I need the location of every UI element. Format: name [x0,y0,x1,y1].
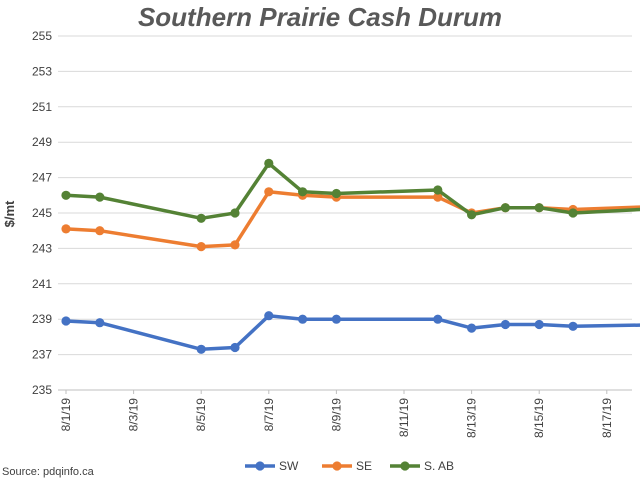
y-tick-label: 247 [32,171,52,185]
data-point [467,323,477,333]
data-point [568,321,578,331]
legend-label: SW [279,459,299,473]
data-point [95,318,105,328]
legend-item: SW [245,459,299,473]
data-point [298,187,308,197]
x-axis-ticks: 8/1/19 8/3/19 8/5/19 8/7/19 8/9/19 8/11/19 8/1… [59,390,614,438]
y-axis-label: $/mt [2,200,17,227]
data-point [264,158,274,168]
x-tick-label: 8/17/19 [600,398,614,438]
data-point [95,192,105,202]
y-tick-label: 255 [32,29,52,43]
data-point [534,203,544,213]
x-tick-label: 8/7/19 [262,398,276,432]
data-point [534,319,544,330]
source-note: Source: pdqinfo.ca [2,466,95,478]
data-point [196,242,206,252]
legend-item: S. AB [390,459,454,473]
legend-swatch-marker [332,461,342,471]
legend-swatch-marker [400,461,410,471]
y-tick-label: 239 [32,312,52,326]
series-se [61,187,640,252]
series-line [65,313,640,352]
y-tick-label: 237 [32,348,52,362]
y-tick-label: 245 [32,206,52,220]
legend-label: S. AB [424,459,454,473]
y-axis-ticks: 235 237 239 241 243 245 247 249 251 253 255 [32,29,52,397]
data-point [331,188,341,199]
data-point [196,213,206,223]
x-tick-label: 8/15/19 [532,398,546,438]
data-point [230,208,240,218]
data-point [433,185,443,195]
data-point [230,240,240,250]
data-point [264,311,274,321]
y-tick-label: 243 [32,241,52,255]
series-sw [61,311,640,354]
data-point [500,319,510,330]
data-point [95,226,105,236]
x-tick-label: 8/5/19 [194,398,208,432]
x-tick-label: 8/9/19 [329,398,343,432]
y-tick-label: 235 [32,383,52,397]
data-point [196,344,206,354]
legend: SW SE S. AB [245,459,454,473]
series-line [65,161,640,221]
data-point [298,314,308,324]
data-point [61,224,71,234]
y-tick-label: 241 [32,277,52,291]
data-point [568,208,578,218]
data-point [433,192,443,202]
data-point [500,203,510,213]
series-s-ab [61,158,640,223]
y-tick-label: 249 [32,135,52,149]
legend-item: SE [322,459,372,473]
x-tick-label: 8/3/19 [127,398,141,432]
data-point [61,190,71,200]
chart-title: Southern Prairie Cash Durum [138,2,502,32]
data-point [230,342,240,353]
y-tick-label: 253 [32,64,52,78]
legend-label: SE [356,459,372,473]
x-tick-label: 8/11/19 [397,398,411,437]
data-point [433,314,443,324]
data-point [61,316,71,326]
data-point [467,210,477,220]
series-line [65,190,640,249]
gridlines [58,35,632,391]
x-tick-label: 8/1/19 [59,398,73,432]
y-tick-label: 251 [32,100,52,114]
series-group [61,158,640,354]
data-point [331,314,341,324]
x-tick-label: 8/13/19 [465,398,479,438]
legend-swatch-marker [255,461,265,471]
data-point [264,187,274,197]
